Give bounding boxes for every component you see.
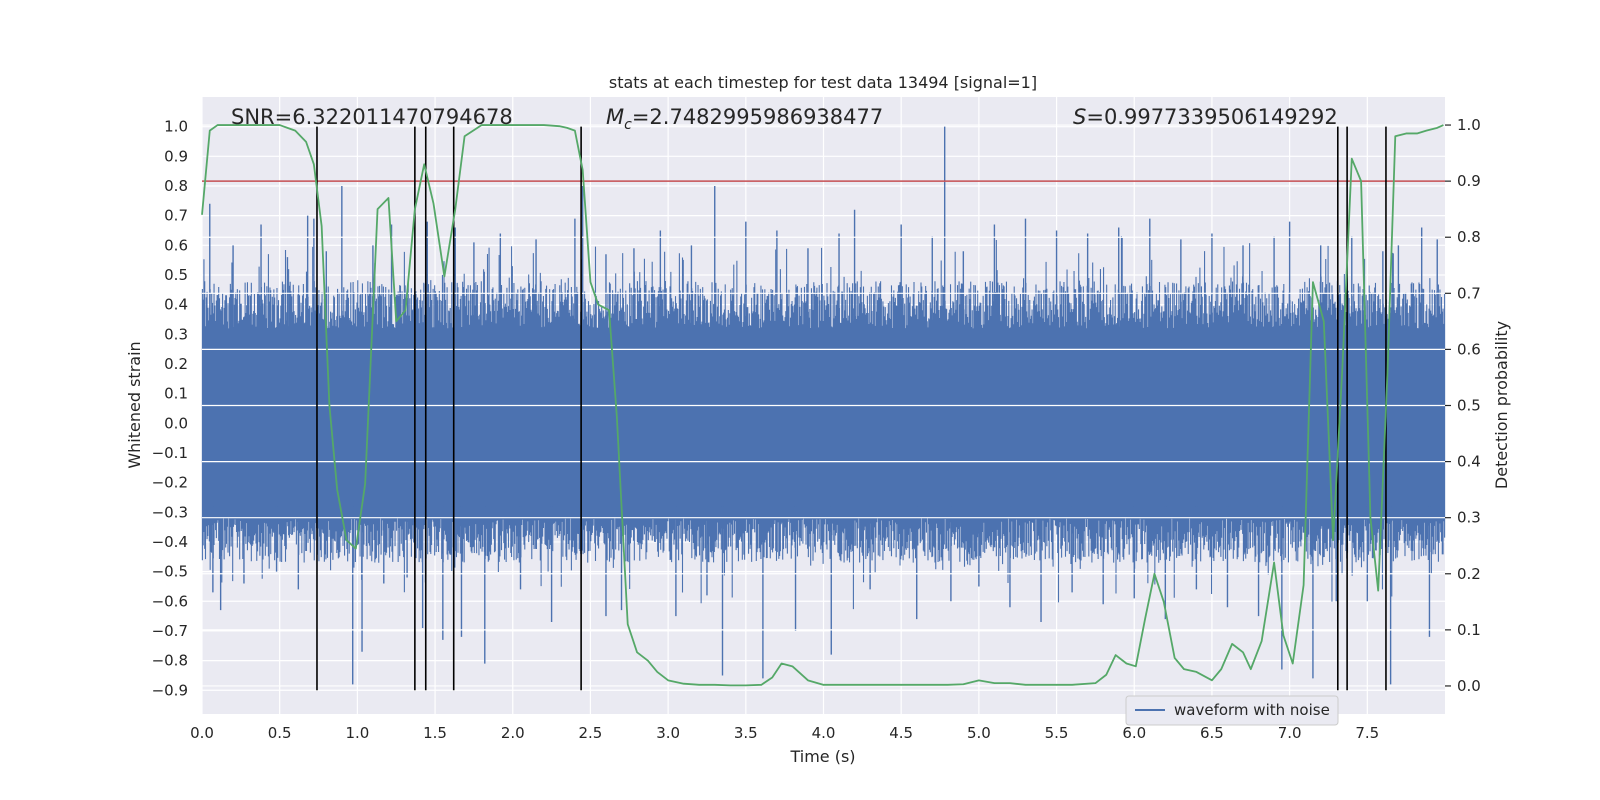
snr-annotation: SNR=6.322011470794678	[231, 105, 513, 129]
right-y-axis-label: Detection probability	[1492, 321, 1511, 489]
legend-label: waveform with noise	[1174, 701, 1330, 719]
x-tick-label: 2.5	[579, 724, 603, 742]
chirp-mass-value: =2.7482995986938477	[632, 105, 883, 129]
s-value: =0.9977339506149292	[1086, 105, 1337, 129]
right-y-tick-label: 0.4	[1457, 453, 1481, 471]
chirp-mass-symbol: M	[606, 105, 624, 129]
left-y-tick-label: 0.3	[164, 325, 188, 343]
legend-box	[1125, 695, 1339, 726]
right-y-tick-label: 0.3	[1457, 509, 1481, 527]
x-tick-label: 7.5	[1355, 724, 1379, 742]
right-y-tick-label: 0.5	[1457, 397, 1481, 415]
right-y-tick-label: 1.0	[1457, 116, 1481, 134]
left-y-tick-label: −0.8	[152, 652, 188, 670]
left-y-tick-label: 0.6	[164, 236, 188, 254]
waveform-series	[201, 124, 1446, 687]
left-y-tick-label: 0.8	[164, 177, 188, 195]
left-y-tick-label: −0.9	[152, 681, 188, 699]
left-y-tick-label: 1.0	[164, 118, 188, 136]
right-y-tick-label: 0.6	[1457, 340, 1481, 358]
x-tick-label: 7.0	[1278, 724, 1302, 742]
chart-title: stats at each timestep for test data 134…	[609, 73, 1037, 92]
probability-series	[201, 124, 1444, 687]
probability-line	[201, 124, 1444, 687]
x-tick-label: 5.5	[1045, 724, 1069, 742]
x-tick-label: 5.0	[967, 724, 991, 742]
x-tick-label: 1.0	[345, 724, 369, 742]
x-tick-label: 0.0	[190, 724, 214, 742]
x-tick-label: 6.0	[1122, 724, 1146, 742]
s-annotation: S=0.9977339506149292	[1073, 105, 1338, 129]
right-axis-ticks: 0.0 0.1 0.2 0.3 0.4 0.5 0.6 0.7 0.8 0.9 1.0	[1445, 116, 1481, 695]
left-y-tick-label: 0.0	[164, 414, 188, 432]
left-y-tick-label: −0.3	[152, 503, 188, 521]
x-tick-label: 3.0	[656, 724, 680, 742]
x-tick-label: 1.5	[423, 724, 447, 742]
chirp-mass-subscript: c	[624, 117, 632, 133]
x-tick-label: 3.5	[734, 724, 758, 742]
left-y-tick-label: −0.6	[152, 592, 188, 610]
left-y-tick-label: −0.2	[152, 474, 188, 492]
left-y-tick-label: 0.2	[164, 355, 188, 373]
x-tick-label: 4.0	[812, 724, 836, 742]
x-axis-ticks: 0.0 0.5 1.0 1.5 2.0 2.5 3.0 3.5 4.0 4.5 5.0 5.5 6.0 6…	[190, 724, 1379, 742]
left-y-tick-label: −0.5	[152, 563, 188, 581]
chirp-mass-annotation: Mc=2.7482995986938477	[606, 105, 883, 133]
left-y-axis-label: Whitened strain	[125, 341, 144, 468]
left-axis-ticks: −0.9 −0.8 −0.7 −0.6 −0.5 −0.4 −0.3 −0.2 −0.1 0.0 0…	[152, 118, 188, 700]
left-y-tick-label: 0.1	[164, 385, 188, 403]
waveform-core-band	[202, 340, 1445, 507]
x-tick-label: 6.5	[1200, 724, 1224, 742]
left-y-tick-label: −0.4	[152, 533, 188, 551]
right-y-tick-label: 0.7	[1457, 284, 1481, 302]
left-y-tick-label: −0.7	[152, 622, 188, 640]
x-tick-label: 0.5	[268, 724, 292, 742]
left-y-tick-label: 0.4	[164, 296, 188, 314]
left-y-tick-label: −0.1	[152, 444, 188, 462]
left-y-tick-label: 0.7	[164, 207, 188, 225]
x-tick-label: 4.5	[889, 724, 913, 742]
legend: waveform with noise	[1125, 695, 1339, 726]
x-axis-label: Time (s)	[789, 747, 855, 766]
right-y-tick-label: 0.0	[1457, 677, 1481, 695]
right-y-tick-label: 0.1	[1457, 621, 1481, 639]
x-tick-label: 2.0	[501, 724, 525, 742]
left-y-tick-label: 0.5	[164, 266, 188, 284]
right-y-tick-label: 0.8	[1457, 228, 1481, 246]
right-y-tick-label: 0.2	[1457, 565, 1481, 583]
left-y-tick-label: 0.9	[164, 147, 188, 165]
right-y-tick-label: 0.9	[1457, 172, 1481, 190]
s-symbol: S	[1073, 105, 1086, 129]
